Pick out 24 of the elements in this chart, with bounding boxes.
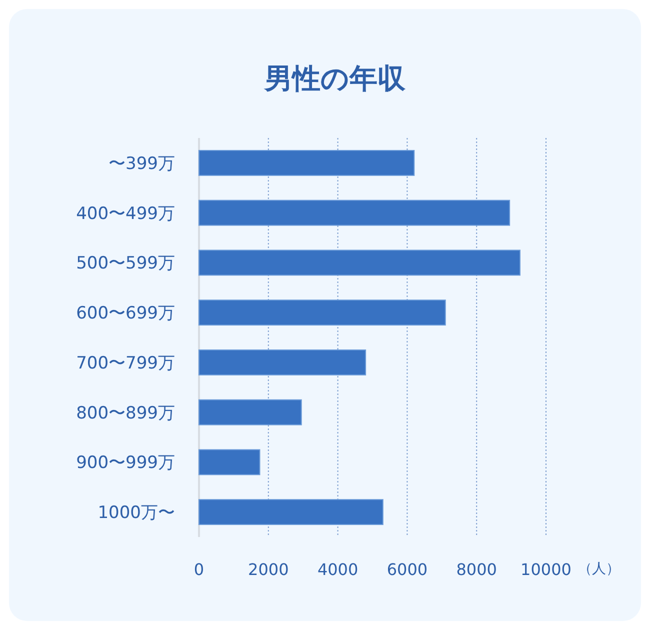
y-tick-label: 1000万〜 xyxy=(98,503,175,524)
bar xyxy=(198,349,366,376)
bar xyxy=(198,150,415,176)
x-tick-label: 6000 xyxy=(386,560,428,579)
bar xyxy=(198,399,302,426)
y-tick-label: 800〜899万 xyxy=(76,403,175,424)
bar xyxy=(198,250,520,276)
x-tick-label: 8000 xyxy=(456,560,497,579)
bar xyxy=(198,300,446,326)
x-tick-label: 2000 xyxy=(248,560,289,579)
chart-title: 男性の年収 xyxy=(264,62,406,95)
y-tick-label: 400〜499万 xyxy=(76,204,175,224)
y-tick-label: 600〜699万 xyxy=(76,304,175,324)
bar xyxy=(198,499,384,526)
y-tick-label: 700〜799万 xyxy=(76,353,175,374)
y-tick-label: 500〜599万 xyxy=(76,254,175,274)
bar xyxy=(198,449,260,476)
x-tick-label: 0 xyxy=(194,560,204,579)
y-tick-label: 〜399万 xyxy=(108,154,175,174)
x-axis-title: （人） xyxy=(578,561,620,577)
x-tick-label: 4000 xyxy=(317,560,358,579)
y-tick-label: 900〜999万 xyxy=(76,453,175,474)
bar xyxy=(198,200,510,226)
x-tick-label: 10000 xyxy=(520,560,572,579)
